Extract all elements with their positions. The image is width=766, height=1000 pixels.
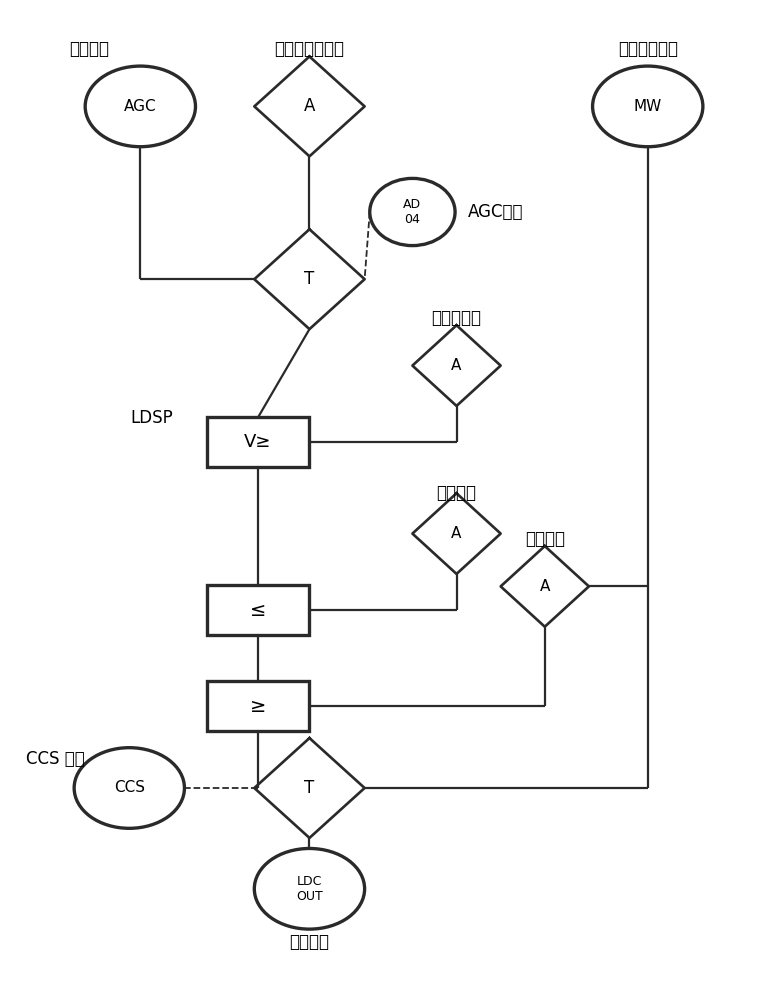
Text: A: A [451, 358, 462, 373]
Text: 中调指令: 中调指令 [69, 40, 109, 58]
Text: CCS 方式: CCS 方式 [26, 750, 85, 768]
Text: AD
04: AD 04 [404, 198, 421, 226]
Text: 机组实发功率: 机组实发功率 [617, 40, 678, 58]
Text: AGC: AGC [124, 99, 156, 114]
Text: CCS: CCS [114, 780, 145, 796]
Text: LDSP: LDSP [130, 409, 173, 427]
Bar [207, 681, 309, 731]
Text: T: T [304, 270, 315, 288]
Text: ≥: ≥ [250, 697, 266, 716]
Text: 负荷上限: 负荷上限 [525, 530, 565, 548]
Text: T: T [304, 779, 315, 797]
Text: A: A [539, 579, 550, 594]
Text: 负荷变化率: 负荷变化率 [431, 309, 482, 327]
Bar [207, 585, 309, 635]
Text: ≤: ≤ [250, 601, 266, 620]
Text: MW: MW [633, 99, 662, 114]
Text: V≥: V≥ [244, 433, 272, 451]
Text: 负荷指令: 负荷指令 [290, 933, 329, 951]
Text: AGC投入: AGC投入 [467, 203, 523, 221]
Text: A: A [304, 97, 315, 115]
Text: LDC
OUT: LDC OUT [296, 875, 322, 903]
Bar [207, 417, 309, 467]
Text: 负荷下限: 负荷下限 [437, 484, 476, 502]
Text: 电厂操作员指令: 电厂操作员指令 [274, 40, 345, 58]
Text: A: A [451, 526, 462, 541]
